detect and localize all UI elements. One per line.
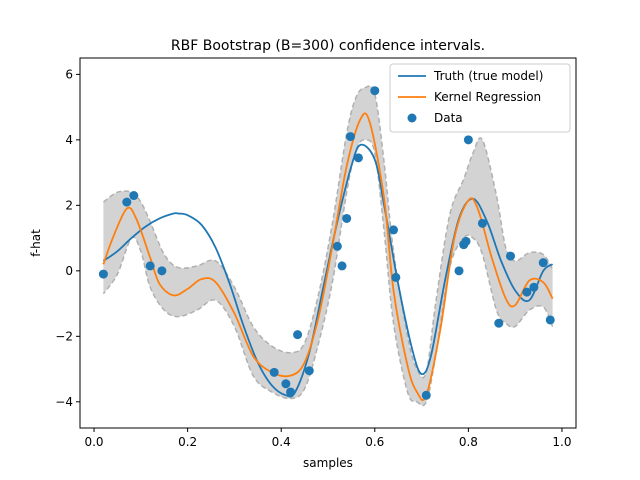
x-tick-label: 0.0: [84, 435, 103, 449]
data-point: [304, 366, 314, 376]
data-point: [98, 269, 108, 279]
data-point: [145, 261, 155, 271]
x-axis-label: samples: [303, 456, 353, 470]
data-point: [157, 266, 167, 276]
legend-swatch-data: [407, 113, 417, 123]
data-points-layer: [98, 86, 555, 400]
x-tick-label: 0.4: [272, 435, 291, 449]
legend-box: [389, 63, 571, 133]
legend-label-data: Data: [434, 111, 463, 125]
plot-area: [79, 57, 577, 429]
data-point: [342, 213, 352, 223]
data-point: [522, 287, 532, 297]
kernel-regression-line: [102, 112, 554, 401]
x-axis: 0.0 0.2 0.4 0.6 0.8 1.0: [84, 428, 572, 449]
y-axis-label: f-hat: [29, 229, 43, 257]
data-point: [122, 197, 132, 207]
data-point: [505, 251, 515, 261]
x-tick-label: 0.6: [365, 435, 384, 449]
data-point: [129, 191, 139, 201]
y-axis: −4 −2 0 2 4 6: [55, 67, 80, 409]
line-layer: [102, 112, 554, 401]
data-point: [454, 266, 464, 276]
y-tick-label: 2: [65, 198, 73, 212]
x-tick-label: 1.0: [552, 435, 571, 449]
legend: Truth (true model) Kernel Regression Dat…: [389, 63, 571, 133]
y-tick-label: 6: [65, 67, 73, 81]
data-point: [545, 315, 555, 325]
x-tick-label: 0.8: [459, 435, 478, 449]
data-point: [332, 241, 342, 251]
legend-label-kernel: Kernel Regression: [434, 90, 541, 104]
data-point: [477, 218, 487, 228]
data-point: [494, 318, 504, 328]
data-point: [389, 225, 399, 235]
data-point: [538, 258, 548, 268]
data-point: [353, 153, 363, 163]
y-tick-label: 0: [65, 264, 73, 278]
data-point: [281, 379, 291, 389]
data-point: [391, 272, 401, 282]
data-point: [421, 390, 431, 400]
data-point: [337, 261, 347, 271]
y-tick-label: −4: [55, 395, 73, 409]
legend-label-truth: Truth (true model): [433, 69, 543, 83]
x-tick-label: 0.2: [178, 435, 197, 449]
data-point: [269, 367, 279, 377]
data-point: [529, 282, 539, 292]
data-point: [370, 86, 380, 96]
confidence-band-lower: [102, 139, 554, 407]
y-tick-label: −2: [55, 329, 73, 343]
y-tick-label: 4: [65, 133, 73, 147]
data-point: [286, 387, 296, 397]
data-point: [461, 236, 471, 246]
data-point: [345, 132, 355, 142]
plot-frame: [79, 57, 577, 429]
confidence-band-layer: [102, 85, 554, 407]
data-point: [293, 330, 303, 340]
data-point: [463, 135, 473, 145]
chart-title: RBF Bootstrap (B=300) confidence interva…: [171, 38, 485, 54]
confidence-band-upper: [102, 85, 554, 379]
